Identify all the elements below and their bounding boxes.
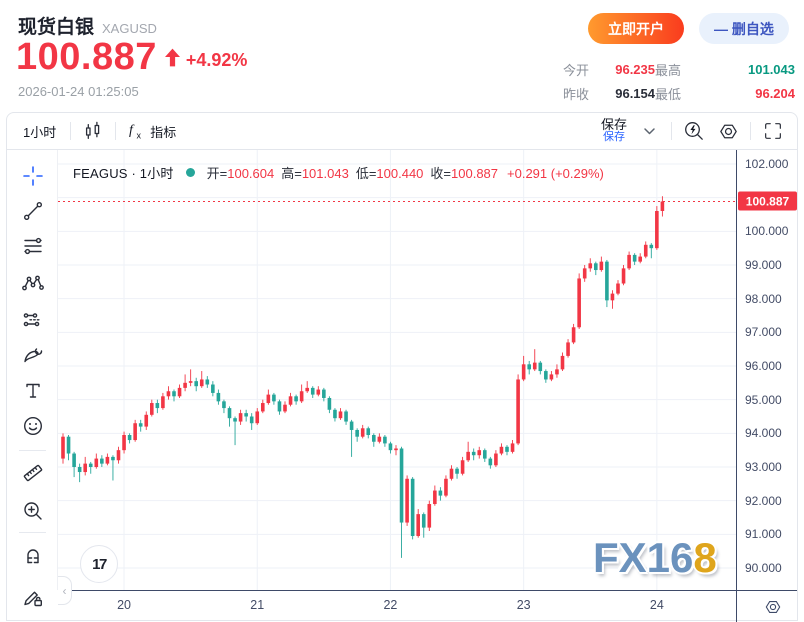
y-axis-tick: 93.000 (745, 459, 782, 474)
legend-ohlc: 开=100.604 高=101.043 低=100.440 收=100.887 +0.2… (206, 166, 604, 181)
stat-item: 今开 96.235 (563, 61, 655, 78)
x-axis-tick: 24 (649, 598, 664, 612)
instrument-title: 现货白银 (18, 17, 95, 38)
chart-widget: 1小时 f x 指标 保存 保存 (6, 112, 799, 622)
drawing-lock-icon[interactable] (21, 586, 45, 610)
y-axis-tick: 92.000 (745, 493, 782, 508)
y-axis-tick: 98.000 (745, 291, 782, 306)
candlestick-plot[interactable] (58, 150, 736, 590)
x-axis-tick: 22 (383, 598, 398, 612)
last-price-axis-label: 100.887 (738, 191, 797, 211)
fx168-watermark: FX168 (593, 534, 717, 581)
fib-retracement-icon[interactable] (21, 234, 45, 258)
time-axis[interactable]: 20 21 22 23 24 (58, 590, 797, 622)
interval-button[interactable]: 1小时 (23, 124, 57, 140)
chart-legend: FEAGUS · 1小时 开=100.604 高=101.043 低=100.440… (73, 163, 604, 182)
sidebar-section-divider (19, 450, 46, 451)
quote-stats: 今开 96.235 最高 101.043 昨收 96.154 最低 96.204 (563, 57, 795, 105)
toolbar-divider (70, 122, 72, 140)
magnet-icon[interactable] (21, 543, 45, 567)
price-up-arrow-icon (164, 48, 180, 72)
open-account-button[interactable]: 立即开户 (588, 13, 684, 44)
ruler-icon[interactable] (21, 461, 45, 485)
indicators-button[interactable]: f x 指标 (126, 121, 176, 141)
trend-line-icon[interactable] (21, 199, 45, 223)
sidebar-collapse-handle[interactable]: ‹ (58, 576, 72, 605)
change-percent: +4.92% (185, 50, 248, 70)
settings-gear-icon[interactable] (716, 119, 740, 143)
y-axis-tick: 97.000 (745, 325, 782, 340)
quote-timestamp: 2026-01-24 01:25:05 (18, 84, 139, 99)
candlestick-style-icon[interactable] (81, 119, 105, 143)
y-axis-tick: 100.000 (745, 224, 789, 239)
stat-item: 最高 101.043 (655, 61, 795, 78)
projection-icon[interactable] (21, 308, 45, 332)
save-button[interactable]: 保存 保存 (600, 117, 627, 144)
fx-function-icon: f x (129, 123, 142, 141)
toolbar-divider (115, 122, 117, 140)
tradingview-logo[interactable]: 17 (80, 545, 118, 583)
y-axis-tick: 96.000 (745, 358, 782, 373)
y-axis-tick: 95.000 (745, 392, 782, 407)
save-hint: 保存 (602, 131, 625, 144)
svg-text:x: x (137, 131, 142, 141)
legend-series: FEAGUS · 1小时 (73, 166, 174, 181)
fullscreen-icon[interactable] (761, 119, 785, 143)
stat-item: 最低 96.204 (655, 85, 795, 102)
chart-canvas[interactable] (58, 150, 736, 590)
stat-item: 昨收 96.154 (563, 85, 655, 102)
toolbar-divider (671, 122, 672, 140)
x-axis-tick: 21 (250, 598, 265, 612)
emoji-icon[interactable] (21, 414, 45, 438)
market-status-dot (185, 168, 195, 177)
flash-search-icon[interactable] (682, 119, 706, 143)
zoom-in-icon[interactable] (21, 499, 45, 523)
y-axis-tick: 90.000 (745, 560, 782, 575)
instrument-symbol: XAGUSD (102, 21, 157, 36)
drawing-toolbar (7, 150, 58, 620)
y-axis-tick: 99.000 (745, 257, 782, 272)
x-axis-tick: 20 (117, 598, 131, 612)
y-axis-tick: 102.000 (745, 157, 789, 171)
text-icon[interactable] (21, 379, 45, 403)
last-price: 100.887 (16, 36, 157, 78)
svg-text:f: f (129, 123, 135, 138)
y-axis-tick: 94.000 (745, 426, 782, 441)
chevron-down-icon[interactable] (637, 119, 661, 143)
price-axis[interactable]: 102.000 100.000 99.000 98.000 97.000 96.000 95… (736, 150, 799, 590)
x-axis-tick: 23 (516, 598, 531, 612)
price-axis-border (736, 150, 737, 622)
xabcd-pattern-icon[interactable] (21, 271, 45, 295)
sidebar-divider (57, 150, 58, 590)
remove-watchlist-button[interactable]: — 删自选 (699, 13, 789, 44)
sidebar-section-divider (19, 532, 46, 533)
crosshair-icon[interactable] (21, 164, 45, 188)
brush-icon[interactable] (21, 343, 45, 367)
quote-header: 现货白银 XAGUSD 100.887 +4.92% 2026-01-24 01… (0, 0, 804, 112)
chart-toolbar: 1小时 f x 指标 保存 保存 (7, 113, 797, 150)
toolbar-divider (750, 122, 751, 140)
axis-settings-gear-icon[interactable] (763, 597, 783, 617)
y-axis-tick: 91.000 (745, 527, 782, 542)
